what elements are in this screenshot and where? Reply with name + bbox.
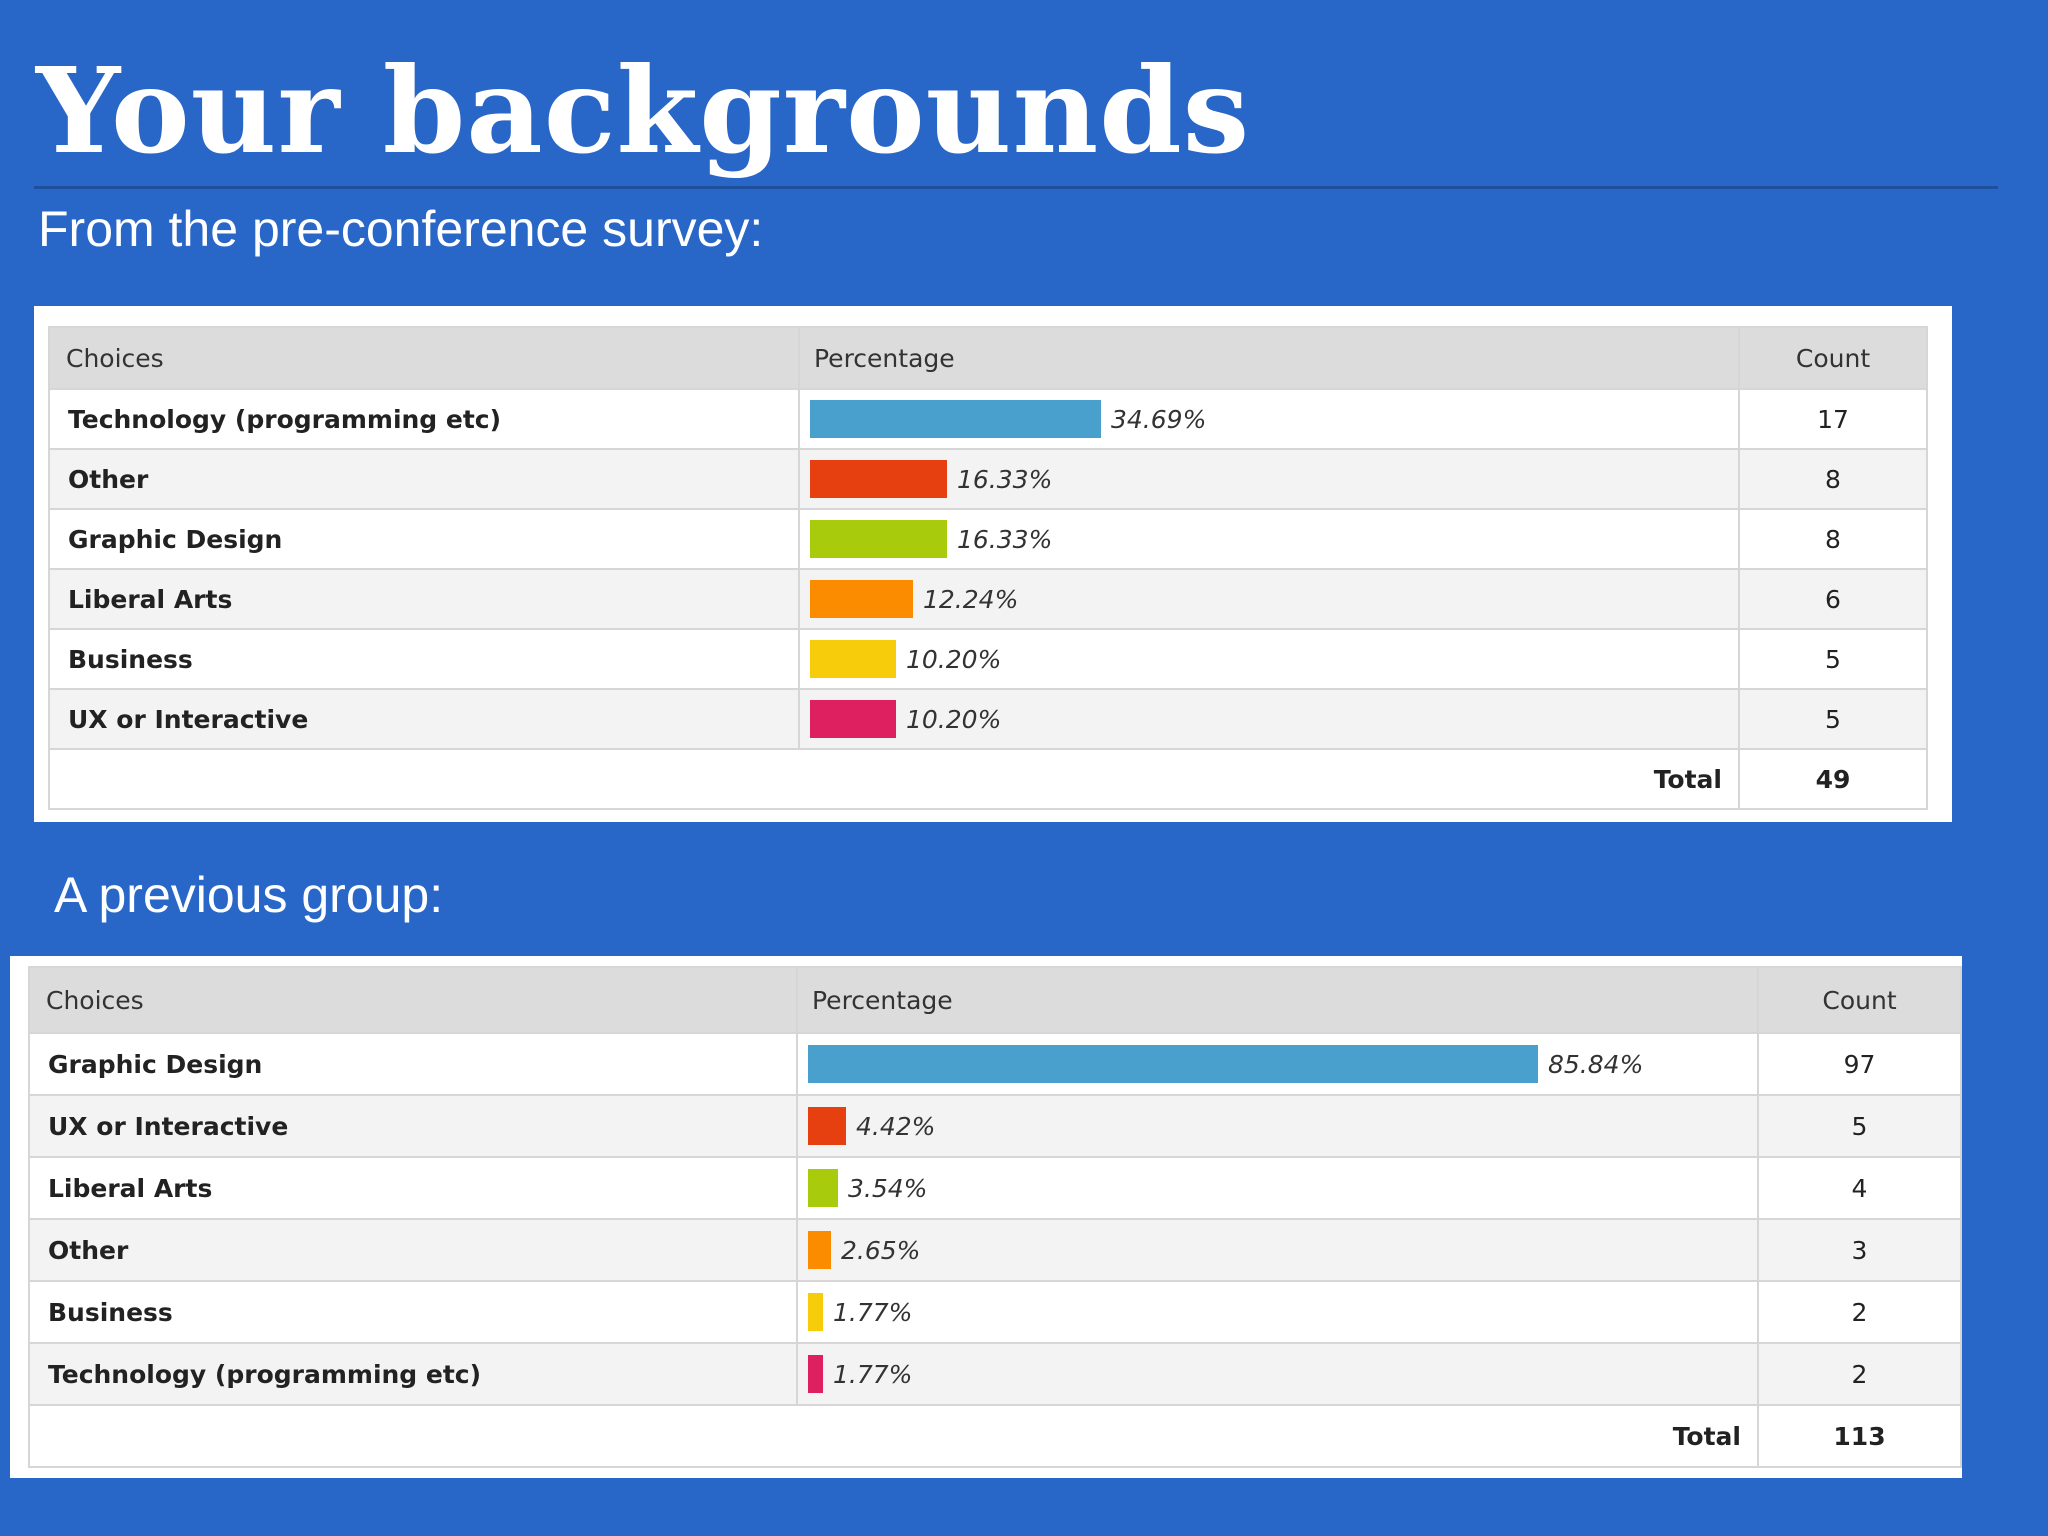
count-value: 6	[1738, 568, 1928, 630]
subtitle-survey: From the pre-conference survey:	[38, 201, 764, 257]
total-label: Total	[28, 1404, 1759, 1468]
title-divider	[34, 186, 1998, 189]
choice-label: Liberal Arts	[48, 568, 800, 630]
table-row: UX or Interactive 4.42% 5	[28, 1094, 1962, 1158]
percentage-cell: 2.65%	[796, 1218, 1759, 1282]
count-value: 5	[1738, 628, 1928, 690]
slide-title: Your backgrounds	[36, 41, 1251, 180]
table-row: Liberal Arts 3.54% 4	[28, 1156, 1962, 1220]
choice-label: Liberal Arts	[28, 1156, 798, 1220]
header-choices: Choices	[48, 326, 800, 390]
percentage-cell: 85.84%	[796, 1032, 1759, 1096]
percentage-label: 3.54%	[848, 1173, 928, 1203]
percentage-label: 1.77%	[833, 1297, 913, 1327]
table-row: Graphic Design 85.84% 97	[28, 1032, 1962, 1096]
total-row: Total 113	[28, 1404, 1962, 1468]
percentage-label: 4.42%	[856, 1111, 936, 1141]
percentage-cell: 12.24%	[798, 568, 1740, 630]
choice-label: Business	[48, 628, 800, 690]
table-row: Business 1.77% 2	[28, 1280, 1962, 1344]
header-count: Count	[1757, 966, 1962, 1034]
choice-label: Business	[28, 1280, 798, 1344]
header-percentage: Percentage	[796, 966, 1759, 1034]
percentage-cell: 10.20%	[798, 688, 1740, 750]
header-percentage: Percentage	[798, 326, 1740, 390]
percentage-label: 12.24%	[923, 584, 1019, 614]
survey-table-panel: Choices Percentage Count Technology (pro…	[34, 306, 1952, 822]
percentage-cell: 4.42%	[796, 1094, 1759, 1158]
percentage-label: 10.20%	[906, 644, 1002, 674]
percentage-cell: 34.69%	[798, 388, 1740, 450]
percentage-bar	[810, 460, 947, 498]
percentage-bar	[808, 1045, 1538, 1083]
percentage-cell: 16.33%	[798, 508, 1740, 570]
choice-label: Technology (programming etc)	[48, 388, 800, 450]
percentage-bar	[810, 400, 1101, 438]
percentage-label: 34.69%	[1111, 404, 1207, 434]
choice-label: Graphic Design	[28, 1032, 798, 1096]
percentage-label: 16.33%	[957, 524, 1053, 554]
header-count: Count	[1738, 326, 1928, 390]
table-row: UX or Interactive 10.20% 5	[48, 688, 1928, 750]
choice-label: Other	[48, 448, 800, 510]
percentage-label: 1.77%	[833, 1359, 913, 1389]
percentage-cell: 1.77%	[796, 1280, 1759, 1344]
percentage-bar	[810, 640, 896, 678]
percentage-label: 2.65%	[841, 1235, 921, 1265]
choice-label: UX or Interactive	[28, 1094, 798, 1158]
previous-group-table-panel: Choices Percentage Count Graphic Design 8…	[10, 956, 1962, 1478]
count-value: 2	[1757, 1280, 1962, 1344]
previous-group-results-table: Choices Percentage Count Graphic Design 8…	[28, 966, 1962, 1468]
count-value: 5	[1738, 688, 1928, 750]
table-row: Technology (programming etc) 34.69% 17	[48, 388, 1928, 450]
total-value: 113	[1757, 1404, 1962, 1468]
choice-label: Graphic Design	[48, 508, 800, 570]
subtitle-previous-group: A previous group:	[54, 867, 444, 923]
table-row: Other 2.65% 3	[28, 1218, 1962, 1282]
survey-results-table: Choices Percentage Count Technology (pro…	[48, 326, 1928, 810]
percentage-bar	[808, 1231, 831, 1269]
count-value: 5	[1757, 1094, 1962, 1158]
count-value: 97	[1757, 1032, 1962, 1096]
percentage-bar	[810, 520, 947, 558]
percentage-label: 85.84%	[1548, 1049, 1644, 1079]
count-value: 2	[1757, 1342, 1962, 1406]
count-value: 8	[1738, 508, 1928, 570]
percentage-label: 16.33%	[957, 464, 1053, 494]
percentage-cell: 10.20%	[798, 628, 1740, 690]
percentage-cell: 3.54%	[796, 1156, 1759, 1220]
choice-label: Other	[28, 1218, 798, 1282]
table-row: Other 16.33% 8	[48, 448, 1928, 510]
choice-label: Technology (programming etc)	[28, 1342, 798, 1406]
percentage-bar	[808, 1355, 823, 1393]
percentage-bar	[810, 700, 896, 738]
percentage-cell: 16.33%	[798, 448, 1740, 510]
total-row: Total 49	[48, 748, 1928, 810]
count-value: 17	[1738, 388, 1928, 450]
percentage-cell: 1.77%	[796, 1342, 1759, 1406]
percentage-bar	[810, 580, 913, 618]
count-value: 4	[1757, 1156, 1962, 1220]
percentage-bar	[808, 1293, 823, 1331]
table-row: Liberal Arts 12.24% 6	[48, 568, 1928, 630]
percentage-bar	[808, 1169, 838, 1207]
percentage-label: 10.20%	[906, 704, 1002, 734]
total-label: Total	[48, 748, 1740, 810]
table-row: Graphic Design 16.33% 8	[48, 508, 1928, 570]
count-value: 3	[1757, 1218, 1962, 1282]
count-value: 8	[1738, 448, 1928, 510]
header-choices: Choices	[28, 966, 798, 1034]
choice-label: UX or Interactive	[48, 688, 800, 750]
table-row: Technology (programming etc) 1.77% 2	[28, 1342, 1962, 1406]
percentage-bar	[808, 1107, 846, 1145]
table-row: Business 10.20% 5	[48, 628, 1928, 690]
total-value: 49	[1738, 748, 1928, 810]
